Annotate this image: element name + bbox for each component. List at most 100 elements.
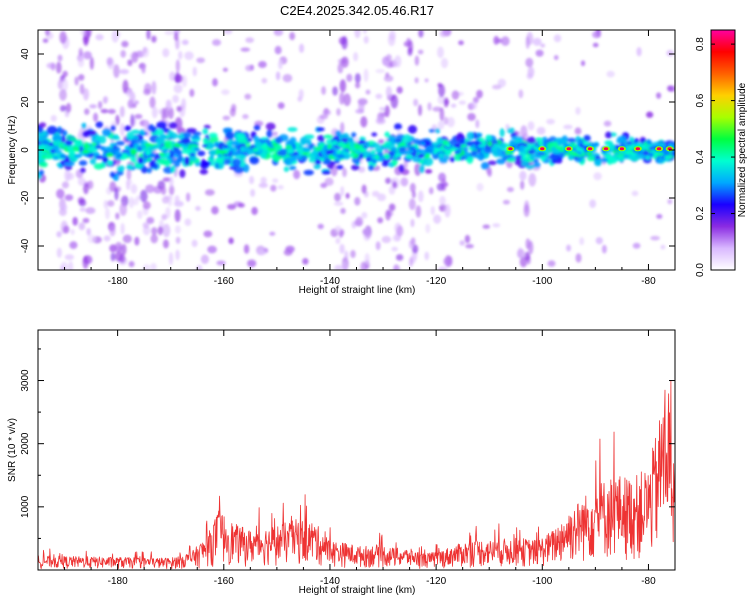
- snr-y-label: SNR (10 * v/v): [7, 418, 18, 482]
- heat-streak: [65, 102, 72, 113]
- heat-speckle: [432, 106, 443, 112]
- heat-band-cell: [287, 127, 298, 132]
- heat-streak: [385, 54, 392, 63]
- heat-band-cell: [209, 149, 218, 156]
- heat-band-cell: [484, 149, 493, 154]
- heat-band-cell: [109, 171, 116, 178]
- heat-speckle: [487, 168, 492, 177]
- heat-speckle: [216, 260, 226, 266]
- heat-speckle: [204, 189, 215, 196]
- heat-band-cell: [525, 164, 536, 169]
- heat-core-cell: [174, 148, 181, 154]
- heat-speckle: [383, 75, 394, 82]
- heat-streak: [395, 254, 404, 261]
- heat-streak: [414, 162, 422, 176]
- heat-speckle: [169, 71, 176, 82]
- heat-core-cell: [420, 141, 426, 147]
- heat-core-cell: [82, 149, 90, 154]
- heat-core-cell: [336, 153, 345, 159]
- heat-speckle: [632, 242, 641, 249]
- heat-band-cell: [389, 136, 397, 144]
- heat-speckle: [242, 114, 249, 120]
- heat-core-cell: [425, 152, 430, 159]
- heat-streak: [131, 51, 139, 63]
- heat-core-cell: [44, 153, 53, 160]
- heat-core-cell: [209, 154, 214, 160]
- heat-core-cell: [235, 151, 241, 156]
- heat-speckle: [592, 31, 602, 39]
- heat-speckle: [375, 241, 381, 251]
- heat-core-cell: [136, 145, 143, 152]
- heat-streak: [84, 108, 90, 115]
- heat-streak: [364, 253, 370, 265]
- heat-streak: [410, 237, 416, 246]
- heat-speckle: [345, 192, 350, 199]
- heat-speckle: [82, 217, 90, 224]
- heat-band-cell: [274, 136, 283, 144]
- heat-streak: [340, 121, 345, 134]
- heat-streak: [437, 120, 445, 130]
- heat-core-cell: [390, 147, 398, 152]
- y-tick-label: -40: [20, 238, 31, 253]
- heat-band-cell: [139, 129, 146, 136]
- heat-band-cell: [201, 160, 212, 167]
- heat-band-cell: [335, 130, 342, 137]
- heat-band-cell: [594, 158, 602, 167]
- heat-core-cell: [298, 149, 304, 155]
- heat-core-cell: [464, 151, 471, 156]
- spectrogram-y-label: Frequency (Hz): [7, 116, 18, 185]
- heat-streak: [337, 62, 344, 74]
- heat-band-cell: [38, 161, 48, 168]
- heat-streak: [89, 56, 94, 70]
- heat-core-cell: [651, 148, 656, 154]
- heat-band-cell: [159, 133, 167, 139]
- heat-core-cell: [239, 154, 247, 161]
- heat-core-cell: [444, 151, 452, 156]
- heat-streak: [363, 35, 369, 44]
- heat-core-cell: [66, 146, 74, 151]
- heat-band-cell: [368, 164, 374, 171]
- heat-speckle: [44, 30, 50, 36]
- heat-speckle: [70, 229, 75, 235]
- heat-band-cell: [398, 164, 405, 173]
- heat-core-cell: [74, 153, 83, 159]
- heat-speckle: [212, 78, 218, 87]
- heat-speckle: [247, 259, 257, 268]
- heat-core-cell: [59, 153, 66, 159]
- heat-streak: [440, 57, 449, 69]
- heat-band-cell: [231, 158, 242, 167]
- heat-core-cell: [537, 141, 544, 146]
- heat-streak: [340, 186, 345, 197]
- heat-speckle: [391, 246, 398, 252]
- heat-streak: [146, 30, 151, 40]
- heat-band-cell: [527, 149, 535, 155]
- heat-speckle: [74, 76, 79, 86]
- heat-streak: [157, 226, 164, 236]
- heat-band-cell: [265, 122, 276, 131]
- heat-speckle: [181, 39, 189, 45]
- colorbar-ticks: 0.0 0.2 0.4 0.6 0.8: [695, 37, 735, 277]
- heat-core-cell: [468, 147, 473, 151]
- heat-speckle: [191, 239, 198, 248]
- heat-streak: [62, 225, 70, 234]
- heat-speckle: [245, 37, 255, 43]
- heat-core-cell: [232, 141, 241, 146]
- heat-band-cell: [436, 137, 443, 144]
- heat-speckle: [656, 213, 663, 219]
- heat-speckle: [56, 231, 62, 238]
- heat-core-cell: [476, 155, 483, 160]
- heat-streak: [68, 261, 74, 270]
- heat-speckle: [285, 245, 295, 253]
- heat-core-cell: [160, 146, 166, 151]
- heat-speckle: [211, 206, 219, 215]
- heat-core-cell: [152, 145, 159, 150]
- heat-core-cell: [64, 140, 73, 146]
- heat-streak: [142, 201, 151, 210]
- heat-core-cell: [44, 145, 51, 151]
- heat-core-cell: [625, 140, 633, 146]
- heat-streak: [524, 251, 531, 261]
- heat-speckle: [450, 103, 457, 108]
- heat-core-cell: [144, 143, 151, 147]
- heat-streak: [358, 99, 365, 113]
- heat-band-cell: [567, 137, 577, 143]
